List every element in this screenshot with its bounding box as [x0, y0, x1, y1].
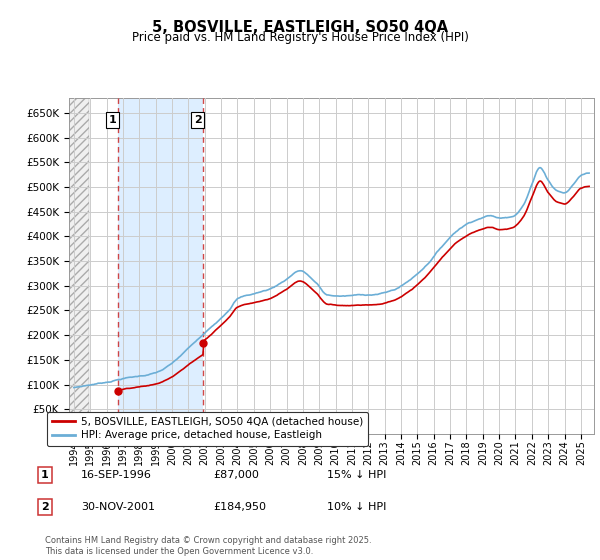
Text: 2: 2: [194, 115, 202, 125]
Text: 5, BOSVILLE, EASTLEIGH, SO50 4QA: 5, BOSVILLE, EASTLEIGH, SO50 4QA: [152, 20, 448, 35]
Text: 16-SEP-1996: 16-SEP-1996: [81, 470, 152, 480]
Text: 1: 1: [109, 115, 116, 125]
Text: 15% ↓ HPI: 15% ↓ HPI: [327, 470, 386, 480]
Text: £87,000: £87,000: [213, 470, 259, 480]
Legend: 5, BOSVILLE, EASTLEIGH, SO50 4QA (detached house), HPI: Average price, detached : 5, BOSVILLE, EASTLEIGH, SO50 4QA (detach…: [47, 412, 368, 446]
Text: 10% ↓ HPI: 10% ↓ HPI: [327, 502, 386, 512]
Text: 2: 2: [41, 502, 49, 512]
Text: Contains HM Land Registry data © Crown copyright and database right 2025.
This d: Contains HM Land Registry data © Crown c…: [45, 536, 371, 556]
Text: 1: 1: [41, 470, 49, 480]
Bar: [118, 98, 203, 434]
Text: £184,950: £184,950: [213, 502, 266, 512]
Text: 30-NOV-2001: 30-NOV-2001: [81, 502, 155, 512]
Text: Price paid vs. HM Land Registry's House Price Index (HPI): Price paid vs. HM Land Registry's House …: [131, 31, 469, 44]
